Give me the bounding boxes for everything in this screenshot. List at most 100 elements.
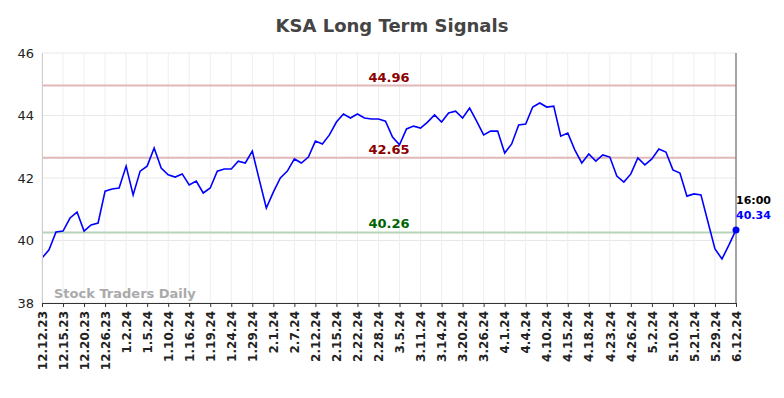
grid-line-y bbox=[42, 115, 736, 116]
x-tick: 12.20.23 bbox=[78, 303, 92, 370]
x-tick-label: 12.26.23 bbox=[99, 311, 113, 370]
grid-line-x bbox=[294, 53, 295, 303]
grid-line-x bbox=[651, 53, 652, 303]
signal-label: 44.96 bbox=[368, 70, 409, 85]
grid-line-x bbox=[525, 53, 526, 303]
y-tick-label: 40 bbox=[17, 233, 34, 248]
x-tick-line bbox=[442, 303, 443, 307]
grid-line-x bbox=[336, 53, 337, 303]
x-tick-label: 3.5.24 bbox=[393, 311, 407, 354]
x-tick-label: 3.20.24 bbox=[456, 311, 470, 362]
x-tick: 12.12.23 bbox=[36, 303, 50, 370]
x-tick-line bbox=[357, 303, 358, 307]
x-tick-line bbox=[42, 303, 43, 307]
x-tick-label: 2.28.24 bbox=[372, 311, 386, 362]
y-axis: 38 40 42 44 46 bbox=[17, 46, 42, 311]
grid-line-x bbox=[63, 53, 64, 303]
y-tick-label: 44 bbox=[17, 108, 34, 123]
x-tick: 4.26.24 bbox=[625, 303, 639, 362]
x-tick-line bbox=[421, 303, 422, 307]
signal-line bbox=[42, 157, 736, 159]
x-tick: 12.26.23 bbox=[99, 303, 113, 370]
grid-line-x bbox=[609, 53, 610, 303]
x-tick-label: 5.21.24 bbox=[688, 311, 702, 362]
signal-line bbox=[42, 231, 736, 233]
x-tick-label: 5.10.24 bbox=[667, 311, 681, 362]
x-tick-label: 4.10.24 bbox=[540, 311, 554, 362]
grid-line-x bbox=[588, 53, 589, 303]
grid-line-x bbox=[231, 53, 232, 303]
x-tick-line bbox=[568, 303, 569, 307]
x-tick: 2.15.24 bbox=[330, 303, 344, 362]
x-tick: 1.29.24 bbox=[246, 303, 260, 362]
x-tick: 1.16.24 bbox=[183, 303, 197, 362]
watermark: Stock Traders Daily bbox=[54, 286, 196, 301]
grid-line-x bbox=[420, 53, 421, 303]
x-tick: 4.23.24 bbox=[604, 303, 618, 362]
x-tick-line bbox=[505, 303, 506, 307]
x-tick: 2.28.24 bbox=[372, 303, 386, 362]
x-tick-label: 1.16.24 bbox=[183, 311, 197, 362]
x-tick-line bbox=[526, 303, 527, 307]
x-tick: 4.4.24 bbox=[519, 303, 533, 354]
grid-line-x bbox=[357, 53, 358, 303]
x-tick-line bbox=[210, 303, 211, 307]
plot bbox=[42, 103, 740, 259]
signal-line bbox=[42, 85, 736, 87]
grid-line-x bbox=[672, 53, 673, 303]
x-tick-line bbox=[736, 303, 737, 307]
x-tick-line bbox=[652, 303, 653, 307]
y-tick: 38 bbox=[17, 296, 42, 311]
x-tick: 3.26.24 bbox=[477, 303, 491, 362]
x-tick: 5.21.24 bbox=[688, 303, 702, 362]
x-tick-label: 1.10.24 bbox=[162, 311, 176, 362]
x-tick-line bbox=[189, 303, 190, 307]
last-point bbox=[733, 226, 740, 233]
x-tick-label: 1.24.24 bbox=[225, 311, 239, 362]
grid-line-x bbox=[736, 53, 737, 303]
x-tick: 1.2.24 bbox=[120, 303, 134, 354]
x-tick-label: 2.12.24 bbox=[309, 311, 323, 362]
grid-line-x bbox=[210, 53, 211, 303]
x-tick-label: 3.14.24 bbox=[435, 311, 449, 362]
x-tick-label: 4.18.24 bbox=[582, 311, 596, 362]
y-tick: 42 bbox=[17, 171, 42, 186]
grid-line-x bbox=[693, 53, 694, 303]
y-tick: 40 bbox=[17, 233, 42, 248]
grid-line-x bbox=[462, 53, 463, 303]
x-tick-label: 1.2.24 bbox=[120, 311, 134, 354]
x-tick-label: 4.26.24 bbox=[625, 311, 639, 362]
y-tick-label: 38 bbox=[17, 296, 34, 311]
x-tick-line bbox=[63, 303, 64, 307]
x-tick-label: 12.15.23 bbox=[57, 311, 71, 370]
x-tick-label: 3.11.24 bbox=[414, 311, 428, 362]
chart: KSA Long Term Signals44.9642.6540.2616:0… bbox=[0, 0, 784, 398]
x-tick-label: 2.7.24 bbox=[288, 311, 302, 354]
x-tick-line bbox=[589, 303, 590, 307]
price-line bbox=[42, 103, 736, 259]
y-tick: 46 bbox=[17, 46, 42, 61]
grid-line-x bbox=[168, 53, 169, 303]
grid-line-y bbox=[42, 53, 736, 54]
grid-line-x bbox=[714, 53, 715, 303]
x-tick-line bbox=[336, 303, 337, 307]
x-tick: 5.10.24 bbox=[667, 303, 681, 362]
x-tick: 2.7.24 bbox=[288, 303, 302, 354]
grid-line-x bbox=[273, 53, 274, 303]
grid-line-x bbox=[504, 53, 505, 303]
x-tick-line bbox=[84, 303, 85, 307]
x-tick-line bbox=[378, 303, 379, 307]
grid-line-x bbox=[483, 53, 484, 303]
x-tick: 3.11.24 bbox=[414, 303, 428, 362]
x-tick-label: 4.23.24 bbox=[604, 311, 618, 362]
x-axis-line bbox=[43, 304, 737, 308]
x-tick: 3.20.24 bbox=[456, 303, 470, 362]
time-label: 16:00 bbox=[736, 194, 771, 207]
x-tick-line bbox=[168, 303, 169, 307]
grid-line-x bbox=[147, 53, 148, 303]
x-tick: 1.19.24 bbox=[204, 303, 218, 362]
x-tick-label: 2.22.24 bbox=[351, 311, 365, 362]
grid bbox=[42, 53, 736, 303]
grid-line-x bbox=[315, 53, 316, 303]
x-tick-line bbox=[231, 303, 232, 307]
